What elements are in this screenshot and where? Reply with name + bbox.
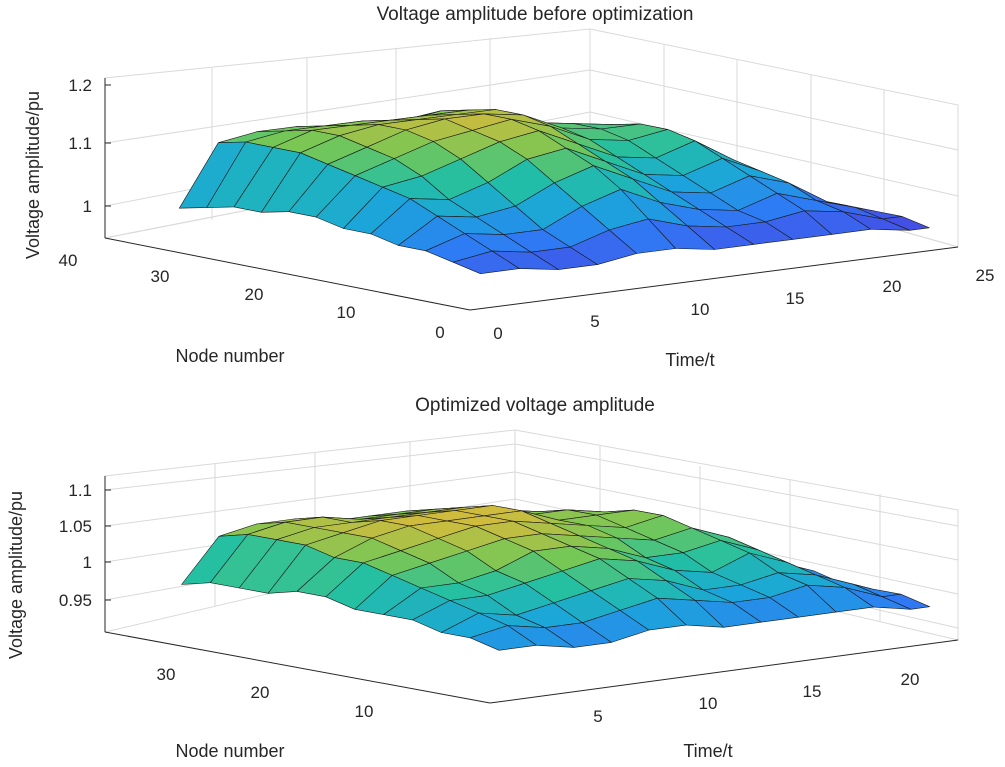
- z-axis-ticks: 0.95 1 1.05 1.1: [59, 481, 111, 610]
- z-tick-label: 1.1: [68, 481, 92, 500]
- chart-before-optimization: Voltage amplitude before optimization: [23, 4, 994, 370]
- chart-title: Optimized voltage amplitude: [415, 395, 655, 416]
- chart-optimized: Optimized voltage amplitude: [6, 395, 959, 761]
- time-tick-label: 10: [691, 300, 710, 319]
- time-tick-label: 5: [590, 312, 599, 331]
- node-axis-label: Node number: [175, 346, 284, 366]
- z-tick-label: 1.2: [68, 76, 92, 95]
- node-tick-label: 10: [355, 702, 374, 721]
- time-tick-label: 20: [883, 277, 902, 296]
- time-tick-label: 15: [803, 682, 822, 701]
- z-tick-label: 1.1: [68, 134, 92, 153]
- node-axis-ticks: 0 10 20 30 40: [59, 251, 445, 342]
- z-axis-ticks: 1 1.1 1.2: [68, 76, 111, 216]
- time-axis-label: Time/t: [683, 741, 732, 761]
- time-tick-label: 0: [493, 324, 502, 343]
- z-tick-label: 0.95: [59, 591, 92, 610]
- surface-patch: [452, 250, 520, 275]
- time-tick-label: 5: [593, 707, 602, 726]
- time-tick-label: 15: [786, 289, 805, 308]
- time-axis-label: Time/t: [665, 350, 714, 370]
- z-axis-label: Voltage amplitude/pu: [6, 491, 26, 659]
- time-tick-label: 25: [976, 266, 995, 285]
- surface-plot: [181, 505, 931, 651]
- node-tick-label: 40: [59, 251, 78, 270]
- node-axis-ticks: 10 20 30: [157, 665, 374, 721]
- back-grid: [104, 28, 959, 248]
- time-axis-ticks: 5 10 15 20: [593, 670, 919, 726]
- node-tick-label: 20: [251, 683, 270, 702]
- node-tick-label: 20: [245, 285, 264, 304]
- node-tick-label: 0: [435, 323, 444, 342]
- node-tick-label: 10: [337, 303, 356, 322]
- surface-plot: [179, 109, 930, 275]
- chart-title: Voltage amplitude before optimization: [377, 4, 694, 25]
- z-tick-label: 1.05: [59, 517, 92, 536]
- node-tick-label: 30: [151, 267, 170, 286]
- time-tick-label: 20: [901, 670, 920, 689]
- time-axis-ticks: 0 5 10 15 20 25: [493, 266, 994, 343]
- time-tick-label: 10: [699, 694, 718, 713]
- surface-patch: [469, 625, 537, 651]
- z-tick-label: 1: [83, 553, 92, 572]
- z-axis-label: Voltage amplitude/pu: [23, 91, 43, 259]
- z-tick-label: 1: [83, 197, 92, 216]
- node-tick-label: 30: [157, 665, 176, 684]
- axes-box: [104, 476, 959, 704]
- node-axis-label: Node number: [175, 741, 284, 761]
- axes-box: [104, 78, 959, 311]
